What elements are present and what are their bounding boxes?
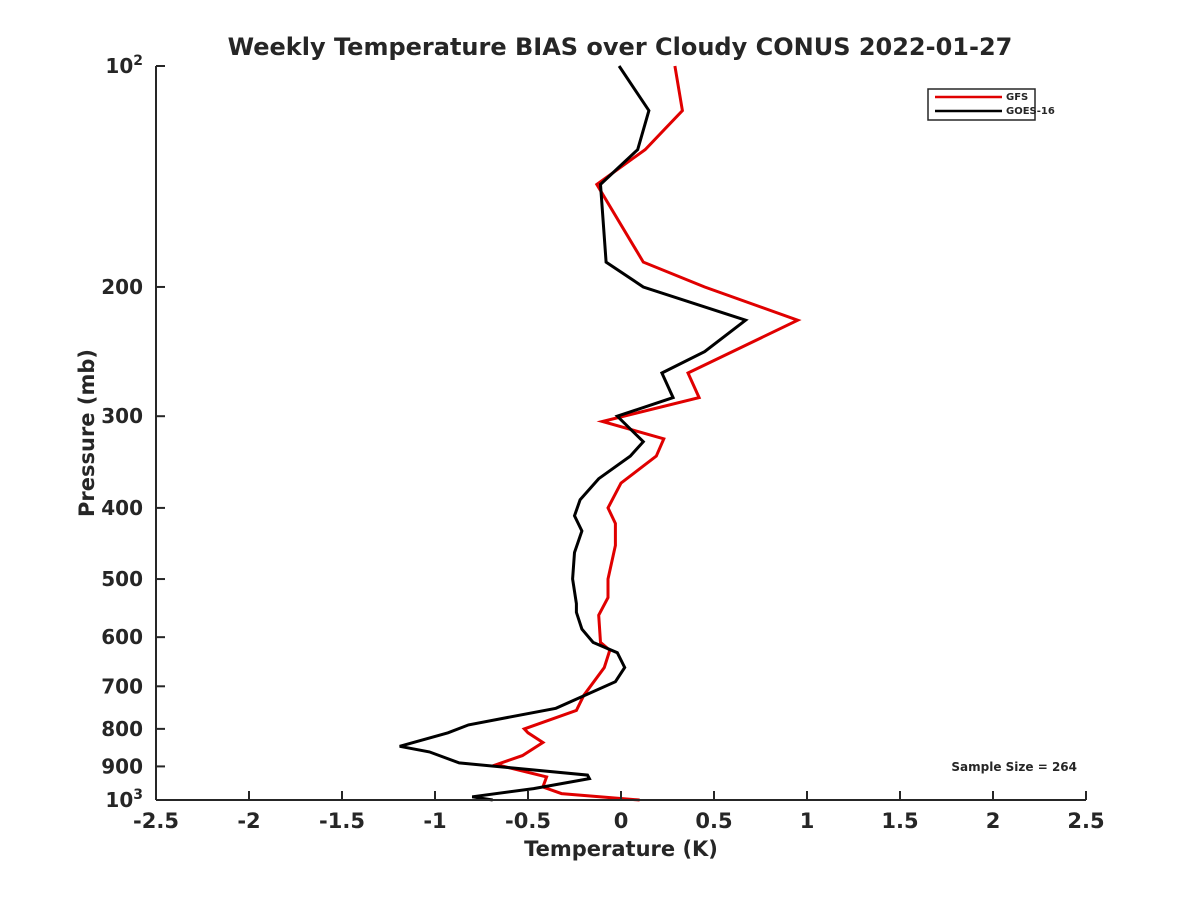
series-line-gfs [491,65,802,802]
y-tick-label: 700 [101,674,143,698]
legend-label-goes-16: GOES-16 [1006,106,1055,117]
x-tick-label: 0 [614,809,629,833]
series-group [399,65,802,802]
x-ticks: -2.5 -2 -1.5 -1 -0.5 0 0.5 1 1.5 2 2.5 [133,791,1105,833]
x-tick-label: 1.5 [881,809,918,833]
x-tick-label: -0.5 [505,809,551,833]
x-tick-label: -2 [237,809,260,833]
x-axis-label: Temperature (K) [524,837,718,861]
y-tick-label: 800 [101,717,143,741]
y-tick-label: 300 [101,404,143,428]
x-tick-label: 2 [986,809,1001,833]
y-tick-label: 600 [101,625,143,649]
x-tick-label: -2.5 [133,809,179,833]
y-axis-label: Pressure (mb) [75,349,99,517]
chart-title: Weekly Temperature BIAS over Cloudy CONU… [228,33,1013,61]
x-tick-label: -1 [423,809,446,833]
y-tick-label: 400 [101,496,143,520]
x-tick-label: 2.5 [1067,809,1104,833]
y-tick-label: 900 [101,754,143,778]
x-tick-label: 0.5 [695,809,732,833]
x-tick-label: -1.5 [319,809,365,833]
y-tick-label: 102 [105,53,143,78]
legend-box [927,88,1036,121]
y-ticks: 102 200 300 400 500 600 700 800 900 103 [101,53,165,812]
legend: GFS GOES-16 [927,88,1055,121]
y-tick-label: 200 [101,275,143,299]
series-line-goes-16 [399,65,749,802]
y-tick-label: 103 [105,787,143,812]
y-tick-label: 500 [101,567,143,591]
sample-size-annotation: Sample Size = 264 [951,760,1077,774]
legend-label-gfs: GFS [1006,92,1028,103]
x-tick-label: 1 [800,809,815,833]
